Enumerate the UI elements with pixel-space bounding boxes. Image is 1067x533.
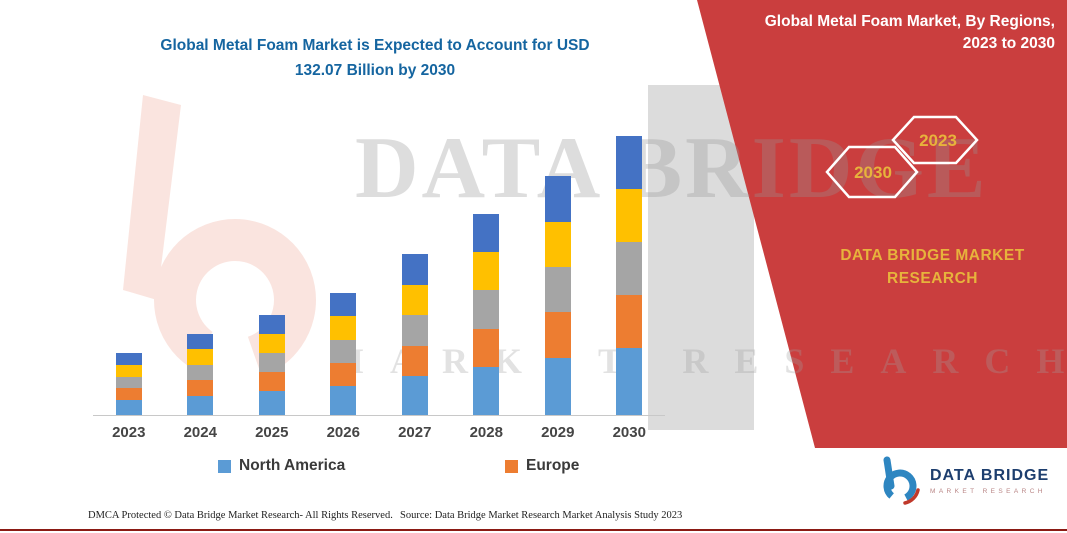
side-panel-title: Global Metal Foam Market, By Regions, 20… [730,11,1055,55]
bar-segment-series4 [473,214,500,253]
bar-stack [258,315,285,415]
bar-segment-series4 [616,136,643,189]
x-axis-label: 2025 [255,424,289,441]
chart-title: Global Metal Foam Market is Expected to … [85,33,665,83]
bar-segment-Europe [401,345,428,377]
bar-segment-series4 [330,293,357,317]
legend-item-north-america: North America [218,457,345,475]
bar-segment-series4 [115,353,142,365]
chart-title-line1: Global Metal Foam Market is Expected to … [160,37,590,54]
bar-segment-North America [473,366,500,415]
legend-item-europe: Europe [505,457,579,475]
bar-segment-series4 [258,315,285,334]
company-logo-text: DATA BRIDGE MARKET RESEARCH [930,467,1049,495]
bar-segment-series3 [544,221,571,268]
hexagon-outlines [825,115,979,199]
bar-segment-North America [115,400,142,415]
bar-segment-series2 [544,267,571,313]
bar-segment-series2 [616,242,643,295]
bar-column-2023 [93,120,165,415]
x-axis-labels: 2023 2024 2025 2026 2027 2028 2029 2030 [93,424,665,441]
bar-column-2025 [236,120,308,415]
chart-title-line2: 132.07 Billion by 2030 [294,62,456,79]
company-logo-subtitle: MARKET RESEARCH [930,488,1046,495]
bar-segment-series2 [330,339,357,363]
bar-stack [473,214,500,415]
x-axis-label: 2027 [398,424,432,441]
company-logo-icon [883,456,920,505]
bar-chart [93,120,665,416]
bar-segment-Europe [544,312,571,358]
bar-stack [544,176,571,415]
bar-segment-North America [187,395,214,415]
bar-column-2027 [379,120,451,415]
x-axis-label: 2030 [612,424,646,441]
bar-segment-series4 [544,176,571,222]
bar-segment-Europe [616,295,643,348]
bar-segment-series2 [401,315,428,346]
side-panel-brand-line2: RESEARCH [887,270,978,287]
bar-column-2026 [308,120,380,415]
bar-stack [616,136,643,415]
hexagon-year-2030: 2030 [854,163,892,182]
bar-column-2029 [522,120,594,415]
bar-segment-series3 [115,364,142,377]
x-axis-label: 2023 [112,424,146,441]
footer-divider-line [0,529,1067,531]
side-panel-brand-text: DATA BRIDGE MARKET RESEARCH [805,244,1060,290]
bar-segment-Europe [187,380,214,396]
bar-segment-series3 [330,316,357,340]
side-panel-title-line1: Global Metal Foam Market, By Regions, [764,13,1055,30]
bar-segment-Europe [473,328,500,367]
bar-segment-series2 [473,290,500,329]
bar-segment-North America [258,390,285,415]
x-axis-label: 2024 [183,424,217,441]
bar-stack [330,293,357,415]
bar-segment-series3 [187,349,214,365]
legend-label-north-america: North America [239,457,346,474]
bar-segment-series4 [187,334,214,350]
bar-segment-series3 [258,333,285,353]
bar-segment-North America [544,357,571,415]
legend-swatch-north-america [218,459,231,473]
side-panel-brand-line1: DATA BRIDGE MARKET [840,247,1025,264]
company-logo: DATA BRIDGE MARKET RESEARCH [876,456,1049,506]
bar-segment-series3 [401,284,428,316]
side-panel-title-line2: 2023 to 2030 [962,35,1055,52]
bar-segment-North America [401,376,428,415]
footer-source-text: Source: Data Bridge Market Research Mark… [400,510,683,521]
bar-segment-series3 [473,252,500,291]
bar-column-2028 [451,120,523,415]
x-axis-label: 2029 [541,424,575,441]
x-axis-label: 2028 [469,424,503,441]
hexagon-year-2023: 2023 [919,131,957,150]
bar-stack [401,254,428,415]
bar-segment-Europe [115,388,142,401]
company-logo-title: DATA BRIDGE [930,467,1050,484]
bar-segment-series4 [401,254,428,285]
bar-segment-series2 [258,352,285,372]
footer-dmca-text: DMCA Protected © Data Bridge Market Rese… [88,510,393,521]
bar-segment-series3 [616,189,643,242]
bar-segment-Europe [330,362,357,386]
bar-segment-North America [616,348,643,415]
bar-stack [187,334,214,415]
bar-segment-North America [330,385,357,415]
bar-segment-series2 [115,376,142,389]
bar-segment-Europe [258,371,285,391]
bar-segment-series2 [187,364,214,381]
bar-column-2024 [165,120,237,415]
legend-swatch-europe [505,459,518,473]
legend-label-europe: Europe [526,457,580,474]
x-axis-label: 2026 [326,424,360,441]
bar-stack [115,353,142,415]
bar-column-2030 [594,120,666,415]
